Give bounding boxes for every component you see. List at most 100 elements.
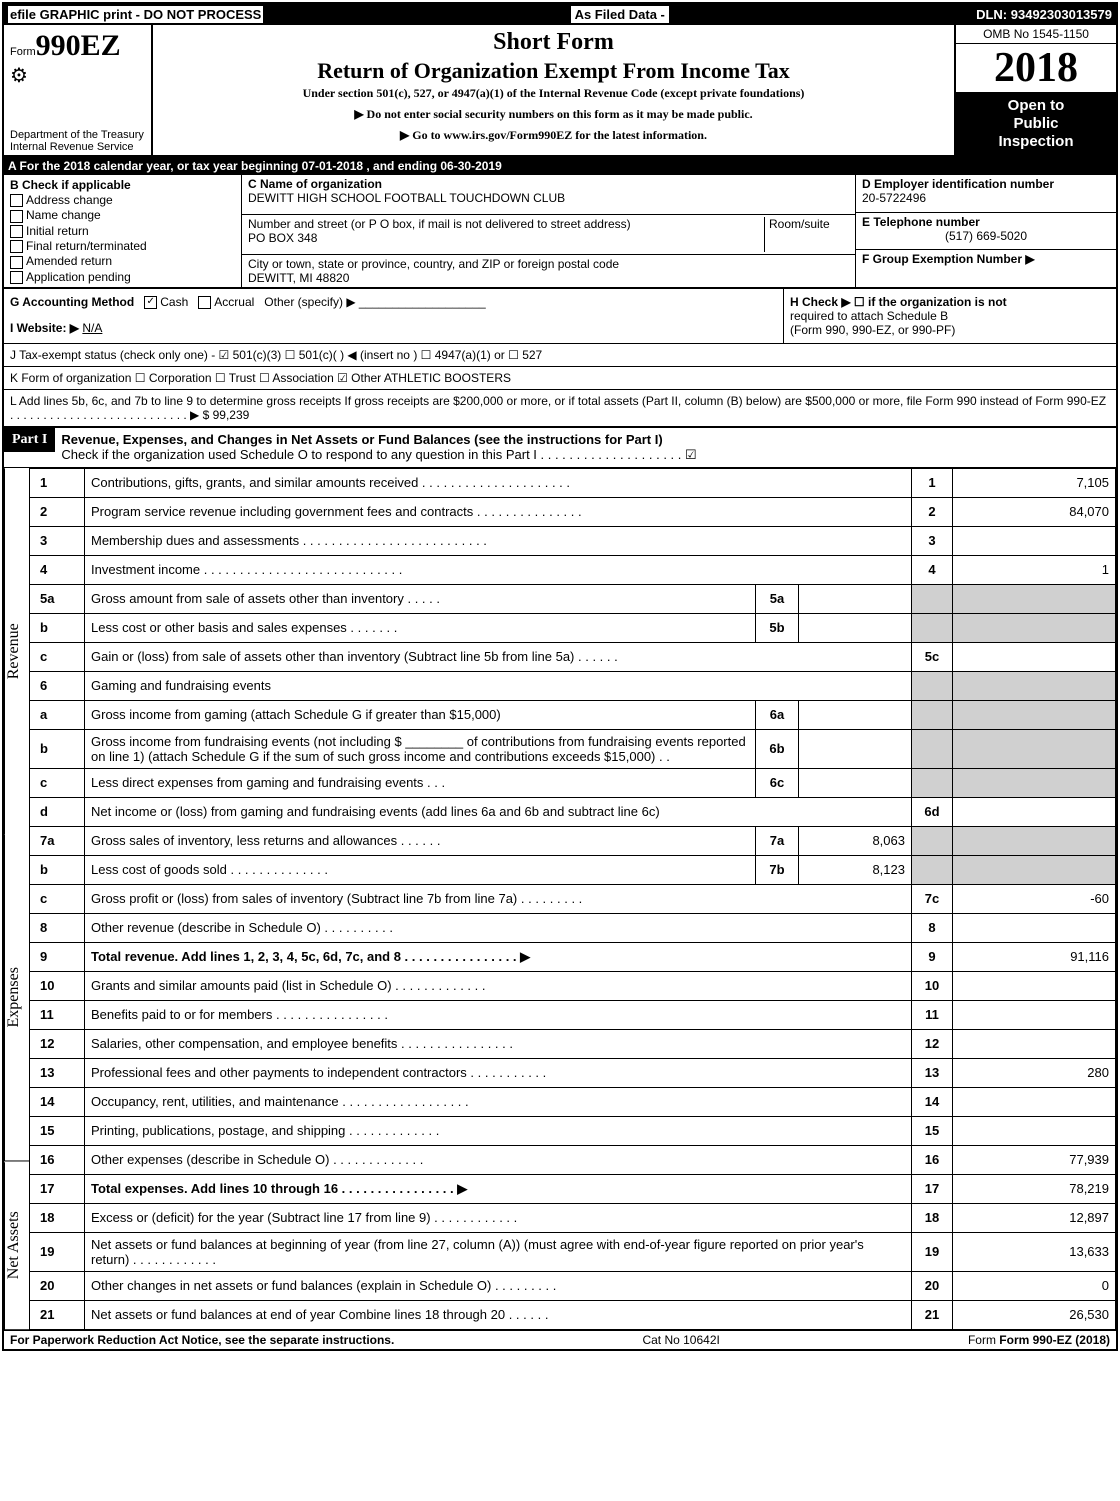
section-a-period: A For the 2018 calendar year, or tax yea…: [4, 157, 1116, 175]
section-k: K Form of organization ☐ Corporation ☐ T…: [4, 366, 1116, 389]
org-name: DEWITT HIGH SCHOOL FOOTBALL TOUCHDOWN CL…: [248, 191, 849, 205]
h-line2: required to attach Schedule B: [790, 309, 1110, 323]
other-label: Other (specify) ▶: [264, 295, 355, 309]
org-city: DEWITT, MI 48820: [248, 271, 849, 285]
phone-label: E Telephone number: [862, 215, 1110, 229]
check-name[interactable]: Name change: [10, 208, 235, 222]
accrual-checkbox[interactable]: [198, 296, 211, 309]
fin-table: 1Contributions, gifts, grants, and simil…: [29, 468, 1116, 1330]
h-line1: H Check ▶ ☐ if the organization is not: [790, 295, 1110, 309]
footer-left: For Paperwork Reduction Act Notice, see …: [10, 1333, 394, 1347]
section-e: E Telephone number (517) 669-5020: [856, 213, 1116, 251]
short-form-title: Short Form: [161, 29, 946, 56]
omb-number: OMB No 1545-1150: [956, 25, 1116, 44]
ein-label: D Employer identification number: [862, 177, 1110, 191]
check-final[interactable]: Final return/terminated: [10, 239, 235, 253]
financial-grid: Revenue Expenses Net Assets 1Contributio…: [4, 467, 1116, 1330]
section-f: F Group Exemption Number ▶: [856, 250, 1116, 287]
group-exempt-label: F Group Exemption Number ▶: [862, 252, 1035, 266]
h-line3: (Form 990, 990-EZ, or 990-PF): [790, 323, 1110, 337]
line-12: 12Salaries, other compensation, and empl…: [30, 1029, 1116, 1058]
line-3: 3Membership dues and assessments . . . .…: [30, 526, 1116, 555]
revenue-label: Revenue: [4, 468, 29, 834]
line-6d: dNet income or (loss) from gaming and fu…: [30, 797, 1116, 826]
addr-label: Number and street (or P O box, if mail i…: [248, 217, 631, 231]
section-h: H Check ▶ ☐ if the organization is not r…: [783, 289, 1116, 343]
section-d: D Employer identification number 20-5722…: [856, 175, 1116, 213]
org-name-box: C Name of organization DEWITT HIGH SCHOO…: [242, 175, 855, 215]
line-13: 13Professional fees and other payments t…: [30, 1058, 1116, 1087]
form-header: Form990EZ ⚙ Department of the Treasury I…: [4, 25, 1116, 157]
line-10: 10Grants and similar amounts paid (list …: [30, 971, 1116, 1000]
right-header: OMB No 1545-1150 2018 Open to Public Ins…: [954, 25, 1116, 155]
form-footer: For Paperwork Reduction Act Notice, see …: [4, 1330, 1116, 1349]
check-address[interactable]: Address change: [10, 193, 235, 207]
line-6b: bGross income from fundraising events (n…: [30, 729, 1116, 768]
info-grid: B Check if applicable Address change Nam…: [4, 175, 1116, 288]
line-6a: aGross income from gaming (attach Schedu…: [30, 700, 1116, 729]
section-j: J Tax-exempt status (check only one) - ☑…: [4, 343, 1116, 366]
address-box: Number and street (or P O box, if mail i…: [242, 215, 855, 255]
city-label: City or town, state or province, country…: [248, 257, 849, 271]
inspection-box: Open to Public Inspection: [956, 93, 1116, 155]
section-c-label: C Name of organization: [248, 177, 849, 191]
ein-value: 20-5722496: [862, 191, 1110, 205]
line-4: 4Investment income . . . . . . . . . . .…: [30, 555, 1116, 584]
line-5c: cGain or (loss) from sale of assets othe…: [30, 642, 1116, 671]
expenses-label: Expenses: [4, 834, 29, 1161]
line-7c: cGross profit or (loss) from sales of in…: [30, 884, 1116, 913]
line-6c: cLess direct expenses from gaming and fu…: [30, 768, 1116, 797]
footer-right: Form Form 990-EZ (2018): [968, 1333, 1110, 1347]
efile-label: efile GRAPHIC print - DO NOT PROCESS: [8, 6, 263, 23]
room-suite: Room/suite: [764, 217, 849, 252]
check-amended[interactable]: Amended return: [10, 254, 235, 268]
line-20: 20Other changes in net assets or fund ba…: [30, 1271, 1116, 1300]
line-17: 17Total expenses. Add lines 10 through 1…: [30, 1174, 1116, 1203]
check-pending[interactable]: Application pending: [10, 270, 235, 284]
gh-row: G Accounting Method ✓Cash Accrual Other …: [4, 288, 1116, 343]
line-5b: bLess cost or other basis and sales expe…: [30, 613, 1116, 642]
line-19: 19Net assets or fund balances at beginni…: [30, 1232, 1116, 1271]
line-15: 15Printing, publications, postage, and s…: [30, 1116, 1116, 1145]
part-1-header: Part I Revenue, Expenses, and Changes in…: [4, 426, 1116, 467]
check-initial[interactable]: Initial return: [10, 224, 235, 238]
line-11: 11Benefits paid to or for members . . . …: [30, 1000, 1116, 1029]
asfiled-label: As Filed Data -: [571, 6, 669, 23]
section-c: C Name of organization DEWITT HIGH SCHOO…: [242, 175, 855, 287]
city-box: City or town, state or province, country…: [242, 255, 855, 287]
org-address: PO BOX 348: [248, 231, 764, 245]
netassets-label: Net Assets: [4, 1162, 29, 1330]
line-14: 14Occupancy, rent, utilities, and mainte…: [30, 1087, 1116, 1116]
line-7b: bLess cost of goods sold . . . . . . . .…: [30, 855, 1116, 884]
line-6: 6Gaming and fundraising events: [30, 671, 1116, 700]
line-7a: 7aGross sales of inventory, less returns…: [30, 826, 1116, 855]
website-label: I Website: ▶: [10, 321, 79, 335]
tax-year: 2018: [956, 44, 1116, 93]
line-21: 21Net assets or fund balances at end of …: [30, 1300, 1116, 1329]
title-box: Short Form Return of Organization Exempt…: [153, 25, 954, 155]
cash-checkbox[interactable]: ✓: [144, 296, 157, 309]
section-b-title: B Check if applicable: [10, 178, 235, 192]
line-9: 9Total revenue. Add lines 1, 2, 3, 4, 5c…: [30, 942, 1116, 971]
section-g: G Accounting Method ✓Cash Accrual Other …: [4, 289, 783, 343]
line-1: 1Contributions, gifts, grants, and simil…: [30, 468, 1116, 497]
subtitle: Under section 501(c), 527, or 4947(a)(1)…: [161, 86, 946, 101]
form-number: 990EZ: [36, 29, 121, 62]
accounting-label: G Accounting Method: [10, 295, 134, 309]
main-title: Return of Organization Exempt From Incom…: [161, 58, 946, 84]
website-value: N/A: [82, 321, 102, 335]
form-number-box: Form990EZ ⚙ Department of the Treasury I…: [4, 25, 153, 155]
footer-mid: Cat No 10642I: [642, 1333, 719, 1347]
right-info-col: D Employer identification number 20-5722…: [855, 175, 1116, 287]
line-16: 16Other expenses (describe in Schedule O…: [30, 1145, 1116, 1174]
dept-treasury: Department of the Treasury Internal Reve…: [10, 129, 144, 153]
section-b: B Check if applicable Address change Nam…: [4, 175, 242, 287]
line-2: 2Program service revenue including gover…: [30, 497, 1116, 526]
warning-ssn: ▶ Do not enter social security numbers o…: [161, 107, 946, 122]
warning-link: ▶ Go to www.irs.gov/Form990EZ for the la…: [161, 128, 946, 143]
dln-label: DLN: 93492303013579: [976, 7, 1112, 22]
top-bar: efile GRAPHIC print - DO NOT PROCESS As …: [4, 4, 1116, 25]
part-1-label: Part I: [4, 428, 55, 452]
line-8: 8Other revenue (describe in Schedule O) …: [30, 913, 1116, 942]
section-l: L Add lines 5b, 6c, and 7b to line 9 to …: [4, 389, 1116, 426]
